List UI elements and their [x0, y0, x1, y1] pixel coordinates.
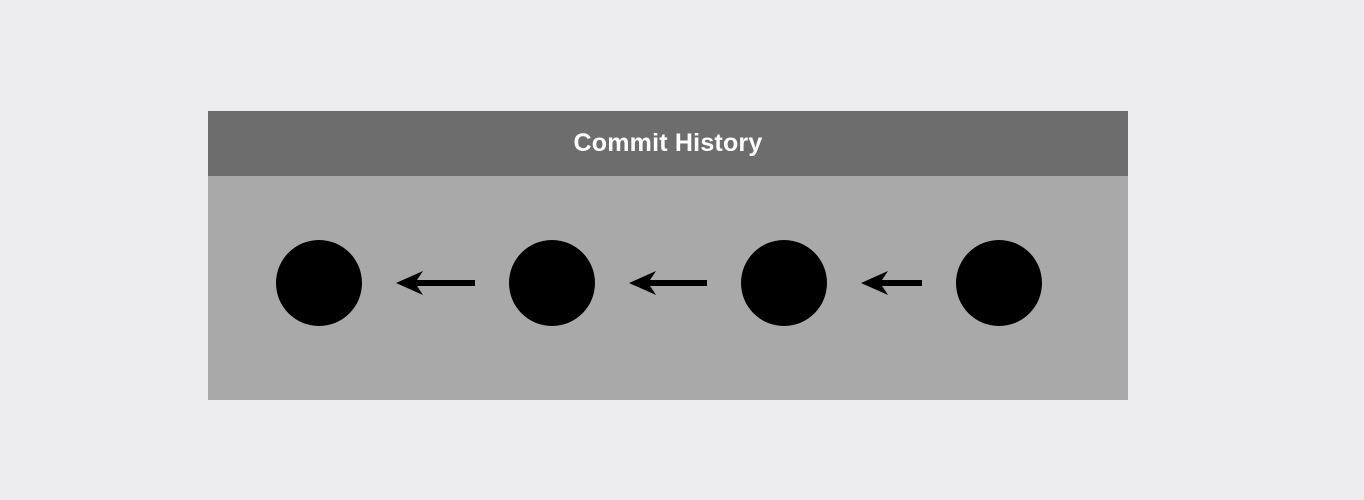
commit-history-panel: Commit History — [208, 111, 1128, 400]
panel-title: Commit History — [573, 129, 763, 157]
panel-header: Commit History — [208, 111, 1128, 176]
parent-arrow — [629, 271, 707, 295]
arrow-head — [629, 271, 656, 295]
parent-arrow — [396, 271, 475, 295]
nodes-layer — [276, 240, 1042, 326]
commit-node — [276, 240, 362, 326]
parent-arrow — [861, 271, 922, 295]
arrow-head — [861, 271, 888, 295]
commit-node — [741, 240, 827, 326]
commit-node — [509, 240, 595, 326]
edges-layer — [396, 271, 922, 295]
commit-graph — [276, 240, 1042, 326]
arrow-head — [396, 271, 423, 295]
commit-node — [956, 240, 1042, 326]
panel-body — [208, 176, 1128, 400]
